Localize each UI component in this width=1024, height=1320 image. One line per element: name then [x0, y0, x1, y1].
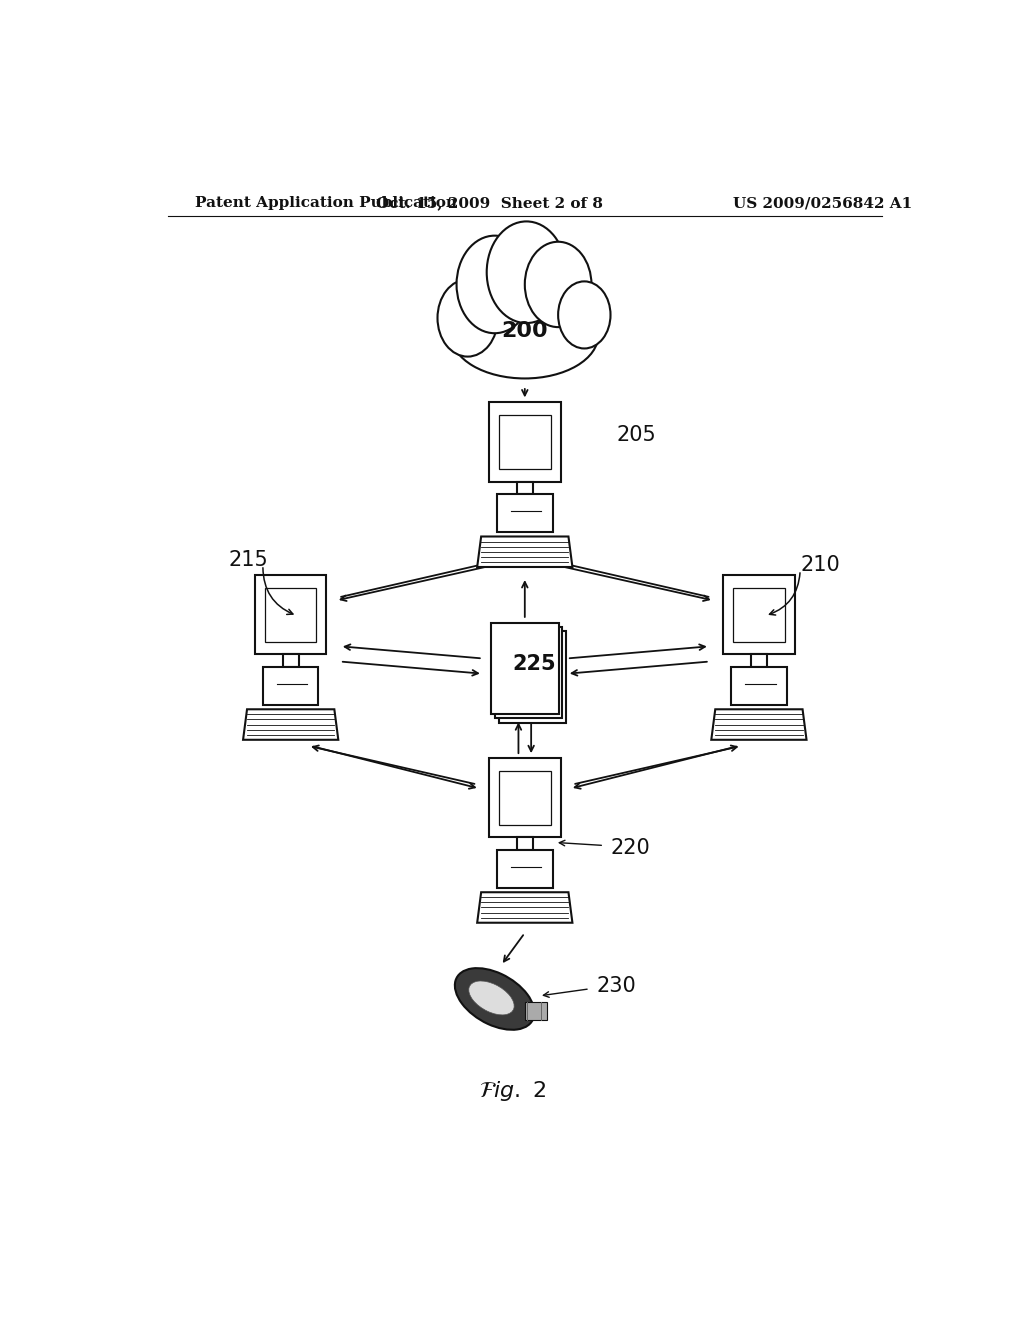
Polygon shape: [477, 536, 572, 568]
FancyBboxPatch shape: [517, 482, 532, 494]
Polygon shape: [243, 709, 338, 739]
Circle shape: [457, 236, 532, 333]
Text: 205: 205: [616, 425, 655, 445]
FancyBboxPatch shape: [263, 667, 318, 705]
FancyBboxPatch shape: [497, 850, 553, 888]
FancyBboxPatch shape: [733, 587, 784, 642]
FancyBboxPatch shape: [265, 587, 316, 642]
FancyBboxPatch shape: [731, 667, 786, 705]
FancyBboxPatch shape: [497, 494, 553, 532]
Text: 210: 210: [800, 554, 840, 576]
FancyBboxPatch shape: [499, 631, 566, 722]
Ellipse shape: [455, 968, 535, 1030]
Polygon shape: [477, 892, 572, 923]
Circle shape: [486, 222, 566, 323]
Text: 220: 220: [610, 837, 650, 858]
FancyBboxPatch shape: [751, 655, 767, 667]
FancyBboxPatch shape: [499, 414, 551, 469]
FancyBboxPatch shape: [517, 837, 532, 850]
FancyBboxPatch shape: [492, 623, 558, 714]
FancyBboxPatch shape: [489, 758, 560, 837]
Text: Patent Application Publication: Patent Application Publication: [196, 197, 458, 210]
FancyBboxPatch shape: [524, 1002, 547, 1020]
Text: Oct. 15, 2009  Sheet 2 of 8: Oct. 15, 2009 Sheet 2 of 8: [376, 197, 602, 210]
Text: US 2009/0256842 A1: US 2009/0256842 A1: [733, 197, 912, 210]
FancyBboxPatch shape: [283, 655, 299, 667]
Ellipse shape: [469, 981, 514, 1015]
FancyBboxPatch shape: [255, 576, 327, 655]
Text: 215: 215: [228, 550, 268, 570]
Text: $\mathcal{F}ig.\ 2$: $\mathcal{F}ig.\ 2$: [479, 1080, 547, 1104]
Polygon shape: [712, 709, 807, 739]
Text: 230: 230: [596, 975, 636, 995]
FancyBboxPatch shape: [489, 403, 560, 482]
Text: 225: 225: [512, 653, 556, 673]
Circle shape: [525, 242, 592, 327]
FancyBboxPatch shape: [495, 627, 562, 718]
Circle shape: [437, 280, 498, 356]
Circle shape: [558, 281, 610, 348]
Text: 200: 200: [502, 321, 548, 341]
Ellipse shape: [452, 292, 598, 379]
FancyBboxPatch shape: [723, 576, 795, 655]
FancyBboxPatch shape: [499, 771, 551, 825]
